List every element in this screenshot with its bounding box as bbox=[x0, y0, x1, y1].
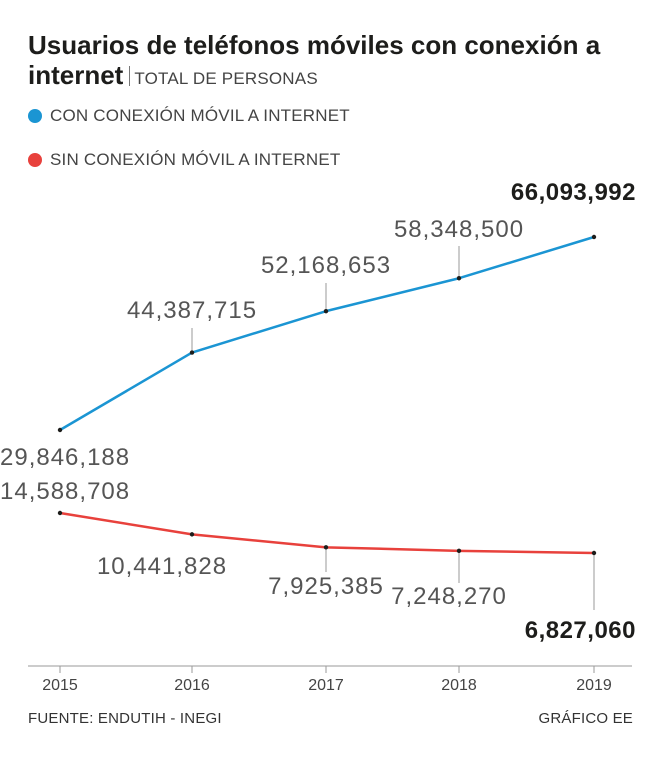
x-tick-label-2018: 2018 bbox=[441, 677, 477, 694]
data-point-s1-2018 bbox=[456, 548, 462, 554]
x-tick-label-2017: 2017 bbox=[308, 677, 344, 694]
data-label-s1-2018: 7,248,270 bbox=[391, 583, 507, 610]
chart-subtitle: TOTAL DE PERSONAS bbox=[134, 69, 318, 88]
data-label-s0-2017: 52,168,653 bbox=[261, 252, 391, 279]
chart-title-text: Usuarios de teléfonos móviles con conexi… bbox=[28, 30, 601, 90]
x-tick-label-2019: 2019 bbox=[576, 677, 612, 694]
x-tick-label-2016: 2016 bbox=[174, 677, 210, 694]
data-point-s0-2017 bbox=[323, 308, 329, 314]
data-point-s1-2016 bbox=[189, 532, 195, 537]
legend-label-sin-conexion: SIN CONEXIÓN MÓVIL A INTERNET bbox=[50, 150, 341, 169]
source-note: FUENTE: ENDUTIH - INEGI bbox=[28, 710, 222, 727]
legend-item-con-conexion: CON CONEXIÓN MÓVIL A INTERNET bbox=[28, 106, 350, 126]
data-label-s0-2016: 44,387,715 bbox=[127, 297, 257, 324]
data-point-s0-2018 bbox=[456, 276, 462, 281]
data-point-s1-2015 bbox=[57, 510, 63, 516]
graphic-credit: GRÁFICO EE bbox=[538, 710, 633, 727]
data-label-s1-2019: 6,827,060 bbox=[525, 617, 636, 644]
data-point-s1-2019 bbox=[591, 550, 597, 556]
legend-dot-blue bbox=[28, 109, 42, 123]
data-label-s0-2019: 66,093,992 bbox=[511, 179, 636, 206]
data-label-s0-2015: 29,846,188 bbox=[0, 444, 130, 471]
data-label-s1-2015: 14,588,708 bbox=[0, 478, 130, 505]
data-label-s1-2016: 10,441,828 bbox=[97, 553, 227, 580]
data-label-s0-2018: 58,348,500 bbox=[394, 216, 524, 243]
data-point-s0-2015 bbox=[57, 427, 63, 433]
data-point-s1-2017 bbox=[323, 545, 329, 550]
legend-label-con-conexion: CON CONEXIÓN MÓVIL A INTERNET bbox=[50, 106, 350, 125]
data-point-s0-2019 bbox=[591, 234, 597, 240]
data-point-s0-2016 bbox=[189, 350, 195, 355]
legend-item-sin-conexion: SIN CONEXIÓN MÓVIL A INTERNET bbox=[28, 150, 340, 170]
chart-title: Usuarios de teléfonos móviles con conexi… bbox=[28, 30, 648, 94]
title-separator bbox=[129, 66, 131, 86]
x-tick-label-2015: 2015 bbox=[42, 677, 78, 694]
data-label-s1-2017: 7,925,385 bbox=[268, 573, 384, 600]
legend-dot-red bbox=[28, 153, 42, 167]
